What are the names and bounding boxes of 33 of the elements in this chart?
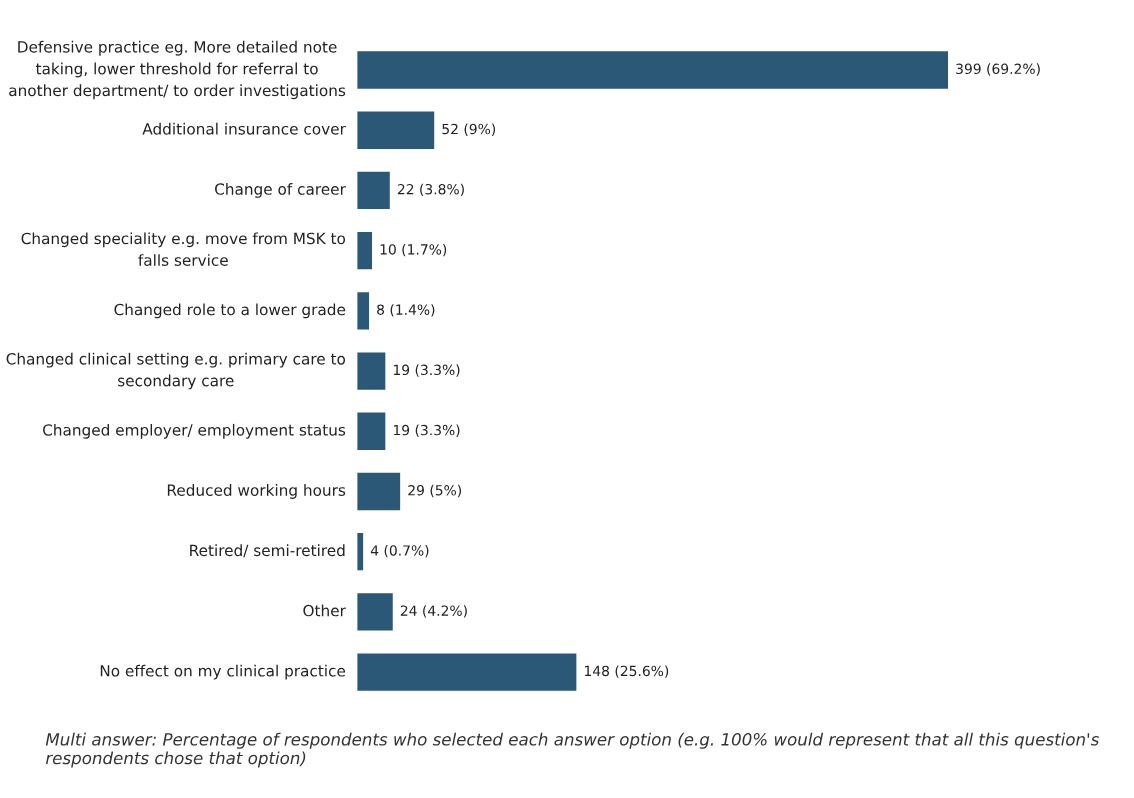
data-label: 148 (25.6%) <box>584 665 669 678</box>
data-label: 22 (3.8%) <box>397 183 464 197</box>
bar <box>357 51 949 89</box>
text: Multi answer: Percentage of respondents who selected each answer option (e.g. 100% would represent that all this question's respondents chose that option) <box>45 732 1099 768</box>
y-tick-label: Other <box>303 604 346 617</box>
bar <box>357 171 390 210</box>
data-label: 399 (69.2%) <box>956 63 1040 76</box>
bar <box>357 292 370 330</box>
data-label: 19 (3.3%) <box>393 364 460 377</box>
bar <box>357 472 401 511</box>
data-label: 19 (3.3%) <box>393 424 460 437</box>
y-tick-label: Changed speciality e.g. move from MSK to falls service <box>21 232 346 266</box>
data-label: 4 (0.7%) <box>370 545 429 558</box>
bar <box>357 593 393 631</box>
y-tick-label: Retired/ semi-retired <box>190 544 345 558</box>
data-label: 8 (1.4%) <box>377 304 435 317</box>
y-tick-label: Defensive practice eg. More detailed note taking, lower threshold for referral to another department/ to order investigations <box>9 40 346 100</box>
y-tick-label: Reduced working hours <box>167 484 346 499</box>
y-tick-label: Additional insurance cover <box>142 122 346 135</box>
y-tick-label: No effect on my clinical practice <box>100 664 346 680</box>
bar <box>357 111 435 149</box>
data-label: 29 (5%) <box>408 484 462 498</box>
y-tick-label: Changed employer/ employment status <box>43 423 346 439</box>
y-tick-label: Changed role to a lower grade <box>114 303 346 319</box>
bar <box>357 231 373 270</box>
bar <box>357 352 386 390</box>
data-label: 52 (9%) <box>442 123 496 136</box>
bar <box>357 653 577 691</box>
data-label: 10 (1.7%) <box>380 243 447 257</box>
bar <box>357 412 386 450</box>
y-tick-label: Changed clinical setting e.g. primary care to secondary care <box>6 352 346 390</box>
y-tick-label: Change of career <box>215 183 346 198</box>
data-label: 24 (4.2%) <box>400 605 467 618</box>
